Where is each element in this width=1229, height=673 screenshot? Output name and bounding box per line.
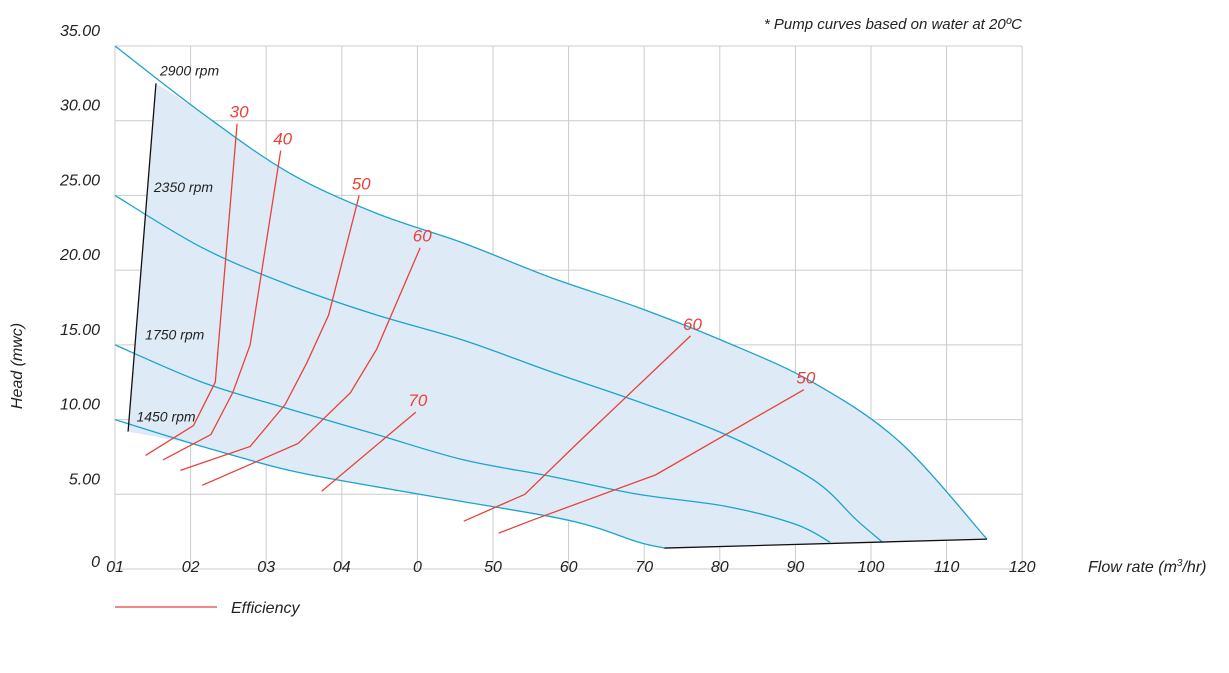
- efficiency-label: 50: [352, 174, 371, 193]
- x-tick-label: 120: [1009, 559, 1036, 576]
- y-tick-labels: 0 5.00 10.00 15.00 20.00 25.00 30.00 35.00: [59, 23, 100, 571]
- x-axis-label-sup: 3: [1177, 558, 1183, 569]
- x-tick-label: 03: [257, 559, 275, 576]
- y-tick-label: 0: [91, 554, 100, 571]
- efficiency-label: 30: [230, 103, 249, 122]
- rpm-label: 2900 rpm: [159, 62, 219, 78]
- rpm-label: 2350 rpm: [153, 179, 213, 195]
- efficiency-line-60: [463, 335, 691, 522]
- speed-curve-2900-rpm: [114, 45, 988, 540]
- y-tick-label: 15.00: [60, 322, 100, 339]
- speed-curve-1750-rpm: [114, 344, 831, 543]
- x-tick-label: 80: [711, 559, 729, 576]
- efficiency-lines: [145, 123, 805, 534]
- efficiency-line-50: [180, 195, 360, 471]
- rpm-label: 1750 rpm: [145, 326, 204, 342]
- y-tick-label: 35.00: [60, 23, 100, 40]
- efficiency-line-50: [498, 389, 805, 534]
- x-tick-label: 70: [635, 559, 653, 576]
- y-tick-label: 25.00: [59, 172, 100, 189]
- efficiency-label: 60: [683, 315, 702, 334]
- x-tick-label: 0: [413, 559, 422, 576]
- speed-curves: [114, 45, 988, 549]
- y-tick-label: 10.00: [60, 397, 100, 414]
- rpm-label: 1450 rpm: [136, 409, 195, 425]
- x-tick-label: 90: [787, 559, 805, 576]
- efficiency-line-60: [201, 247, 421, 486]
- y-tick-label: 5.00: [69, 471, 100, 488]
- x-tick-label: 60: [560, 559, 578, 576]
- chart-note: * Pump curves based on water at 20ºC: [764, 16, 1022, 33]
- legend-label: Efficiency: [231, 600, 300, 617]
- x-axis-label-main: Flow rate (m: [1088, 559, 1177, 576]
- efficiency-label: 70: [408, 391, 427, 410]
- bottom-boundary-line: [664, 538, 988, 549]
- efficiency-line-40: [162, 150, 282, 461]
- boundary-lines: [127, 83, 988, 549]
- x-tick-label: 50: [484, 559, 502, 576]
- left-boundary-line: [127, 83, 157, 432]
- efficiency-label: 50: [796, 369, 815, 388]
- y-tick-label: 30.00: [60, 98, 100, 115]
- efficiency-line-70: [321, 411, 417, 492]
- x-axis-label-tail: /hr): [1181, 559, 1206, 576]
- x-axis-label: Flow rate (m3/hr): [1088, 558, 1206, 576]
- speed-curve-1450-rpm: [114, 418, 665, 549]
- chart-labels: 2900 rpm 2350 rpm 1750 rpm 1450 rpm 30 40 50 60…: [136, 62, 815, 424]
- x-tick-label: 110: [934, 559, 960, 576]
- y-tick-label: 20.00: [59, 247, 100, 264]
- efficiency-label: 40: [273, 130, 292, 149]
- y-axis-label: Head (mwc): [9, 323, 26, 409]
- x-tick-label: 100: [858, 559, 885, 576]
- x-tick-label: 02: [182, 559, 200, 576]
- x-tick-label: 01: [106, 559, 124, 576]
- efficiency-line-30: [145, 123, 238, 456]
- efficiency-label: 60: [413, 227, 432, 246]
- speed-curve-2350-rpm: [114, 194, 883, 543]
- x-tick-labels: 01 02 03 04 0 50 60 70 80 90 100 110 120: [106, 559, 1036, 576]
- x-tick-label: 04: [333, 559, 351, 576]
